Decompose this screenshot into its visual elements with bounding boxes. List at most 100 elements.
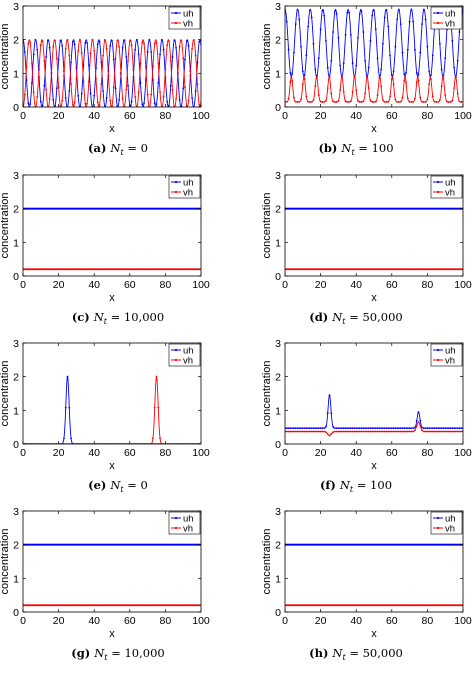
series-point-vh [353,430,356,433]
series-point-vh [348,101,350,103]
series-point-vh [374,100,377,103]
series-point-vh [376,268,379,271]
axes-frame [284,5,464,108]
series-point-vh [50,71,53,74]
series-point-vh [68,54,71,57]
series-point-uh [392,207,395,210]
series-point-vh [125,604,128,607]
series-point-uh [114,207,117,210]
caption-symbol: N [109,141,121,155]
series-point-uh [431,427,434,430]
series-point-uh [111,207,113,210]
series-point-vh [169,268,172,271]
y-axis-label: concentration [261,528,273,594]
series-point-uh [68,207,71,210]
series-point-vh [341,604,343,607]
series-point-vh [70,604,72,607]
series-point-vh [29,41,32,44]
series-point-uh [458,31,461,33]
series-point-vh [45,268,48,271]
series-point-vh [148,604,151,607]
series-point-uh [301,207,304,210]
series-point-vh [344,430,347,433]
series-point-vh [73,101,76,104]
series-point-uh [415,207,418,210]
series-point-vh [376,430,379,433]
series-point-uh [66,207,69,210]
series-point-vh [460,604,463,607]
series-point-uh [114,543,117,546]
series-point-vh [378,77,381,79]
series-point-vh [66,268,69,271]
series-point-vh [378,268,381,271]
series-point-vh [57,604,60,607]
series-point-uh [105,207,108,210]
series-point-uh [86,207,88,210]
y-tick-label: 2 [275,35,281,47]
legend-marker-vh [174,358,178,362]
series-point-uh [435,207,438,210]
legend-marker-vh [436,526,440,530]
series-point-uh [382,427,384,430]
series-point-vh [162,268,165,271]
y-tick-label: 1 [13,405,19,417]
series-point-vh [73,268,76,271]
series-point-uh [406,427,409,430]
series-point-vh [296,604,299,607]
series-point-vh [390,430,393,433]
series-line-vh [285,75,463,103]
series-point-uh [344,207,347,210]
series-point-vh [390,78,393,81]
series-point-uh [27,543,30,546]
series-point-uh [328,207,331,210]
series-point-uh [333,427,336,430]
series-point-uh [123,39,126,42]
series-point-vh [451,99,454,102]
series-point-vh [291,268,294,271]
y-tick-label: 3 [275,170,281,182]
series-point-uh [79,207,81,210]
series-point-uh [89,543,92,546]
series-point-vh [433,604,436,607]
series-point-vh [39,268,42,271]
series-point-vh [125,268,128,271]
series-point-vh [458,100,461,103]
series-point-uh [325,425,327,428]
series-point-vh [118,604,121,607]
series-point-vh [136,604,138,607]
series-point-vh [401,604,404,607]
series-point-uh [103,207,106,210]
series-point-uh [289,207,292,210]
series-point-uh [442,543,445,546]
series-point-uh [55,543,58,546]
series-point-uh [139,543,142,546]
series-point-uh [414,426,416,429]
caption-symbol: N [331,646,343,660]
series-point-vh [410,101,413,103]
series-point-uh [392,543,395,546]
series-point-uh [341,543,343,546]
series-point-vh [362,430,365,433]
series-point-uh [84,543,87,546]
series-group [23,38,201,107]
series-point-uh [38,543,40,546]
y-tick-label: 2 [13,540,19,552]
x-tick-label: 100 [192,615,210,627]
series-point-vh [159,268,161,271]
series-point-uh [184,543,186,546]
series-point-vh [63,74,65,77]
series-point-uh [412,427,415,430]
series-point-vh [123,268,126,271]
subfigure-caption: (a) Nt = 0 [88,141,148,157]
y-tick-label: 3 [13,170,19,182]
series-point-vh [422,430,425,433]
x-tick-label: 20 [315,279,327,291]
series-point-vh [373,604,375,607]
series-point-uh [146,207,149,210]
series-point-vh [454,604,457,607]
series-point-vh [120,268,122,271]
series-point-vh [39,44,42,46]
series-point-uh [61,543,64,546]
series-point-vh [305,268,308,271]
series-point-vh [301,83,304,86]
